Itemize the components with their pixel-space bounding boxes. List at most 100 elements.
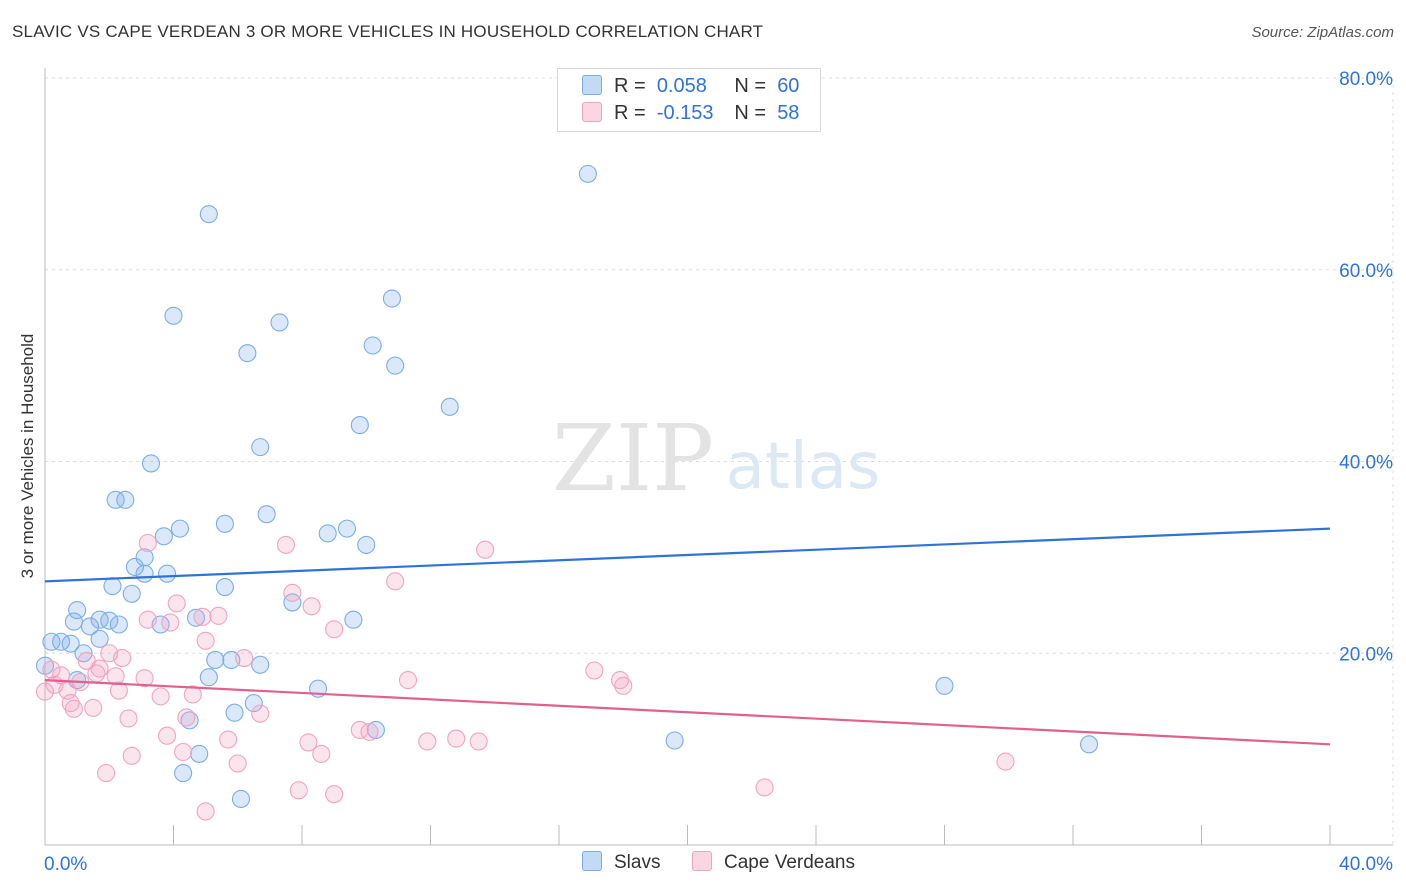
- cape-verdeans-point: [360, 722, 379, 741]
- cape-verdeans-point: [235, 648, 254, 668]
- slavs-point: [141, 454, 161, 473]
- legend-row-cape-verdeans: R = -0.153 N = 58: [582, 102, 799, 126]
- axes: [44, 68, 1393, 846]
- cape-verdeans-point: [119, 709, 138, 728]
- slavs-point: [90, 629, 109, 648]
- slavs-point: [665, 731, 684, 750]
- cape-verdeans-point: [585, 661, 604, 680]
- cape-verdeans-point: [325, 620, 344, 639]
- cape-verdeans-point: [996, 752, 1015, 771]
- cape-verdeans-point: [167, 594, 186, 613]
- x-tick-label: 0.0%: [44, 854, 87, 875]
- cape-verdeans-point: [84, 698, 103, 717]
- cape-verdeans-point: [113, 648, 132, 668]
- slavs-point: [106, 490, 125, 509]
- slavs-point: [135, 564, 154, 583]
- legend: R = 0.058 N = 60 R = -0.153 N = 58: [557, 68, 821, 132]
- slavs-point: [190, 744, 209, 763]
- cape-verdeans-point: [289, 781, 308, 800]
- cape-verdeans-point: [106, 667, 125, 686]
- legend-swatch-slavs: [582, 75, 602, 95]
- trend-lines: [44, 527, 1331, 746]
- slavs-point: [125, 557, 144, 577]
- slavs-point: [215, 578, 234, 597]
- legend-n-label: N =: [734, 102, 767, 124]
- cape-verdeans-trend-line: [44, 678, 1331, 746]
- cape-verdeans-point: [276, 535, 295, 554]
- bottom-legend-slavs: Slavs: [582, 851, 660, 874]
- legend-row-slavs: R = 0.058 N = 60: [582, 75, 799, 99]
- watermark: ZIP atlas: [552, 405, 880, 512]
- cape-verdeans-point: [151, 687, 170, 706]
- slavs-point: [199, 668, 218, 687]
- slavs-point: [318, 524, 337, 543]
- legend-n-label: N =: [734, 75, 767, 97]
- y-axis-label: 3 or more Vehicles in Household: [18, 333, 37, 579]
- slavs-point: [578, 164, 597, 183]
- slavs-point: [170, 519, 189, 538]
- chart-title: SLAVIC VS CAPE VERDEAN 3 OR MORE VEHICLE…: [12, 22, 764, 41]
- cape-verdeans-point: [174, 742, 193, 762]
- cape-verdeans-point: [312, 744, 331, 763]
- cape-verdeans-point: [135, 669, 154, 688]
- slavs-point: [64, 612, 83, 631]
- slavs-point: [164, 306, 183, 325]
- slavs-point: [154, 527, 173, 546]
- slavs-point: [174, 764, 193, 783]
- slavs-point: [357, 535, 376, 554]
- cape-verdeans-point: [302, 597, 321, 616]
- cape-verdeans-point: [35, 682, 55, 701]
- cape-verdeans-point: [122, 746, 141, 765]
- slavs-point: [363, 336, 382, 355]
- slavs-point: [135, 548, 154, 567]
- watermark-zip: ZIP: [552, 405, 714, 512]
- bottom-legend-swatch-slavs: [582, 851, 602, 871]
- cape-verdeans-point: [219, 730, 238, 749]
- legend-swatch-cape-verdeans: [582, 102, 602, 122]
- slavs-point: [257, 505, 276, 524]
- slavs-point: [366, 720, 385, 740]
- slavs-point: [215, 514, 234, 533]
- slavs-point: [283, 593, 302, 612]
- slavs-point: [109, 615, 128, 634]
- slavs-point: [270, 313, 289, 332]
- bottom-legend-cape-verdeans: Cape Verdeans: [692, 851, 855, 874]
- cape-verdeans-point: [418, 732, 437, 751]
- cape-verdeans-point: [161, 613, 180, 632]
- source-label: Source: ZipAtlas.com: [1251, 24, 1394, 41]
- slavs-point: [158, 564, 177, 583]
- slavs-point: [231, 789, 251, 809]
- slavs-point: [225, 703, 244, 722]
- cape-verdeans-point: [209, 606, 228, 625]
- slavs-point: [90, 610, 109, 629]
- slavs-point: [1080, 735, 1099, 754]
- slavs-point: [440, 397, 459, 416]
- cape-verdeans-point: [138, 533, 157, 553]
- cape-verdeans-point: [52, 666, 71, 685]
- slavs-point: [238, 344, 257, 363]
- cape-verdeans-point: [177, 708, 196, 727]
- slavs-point: [100, 611, 119, 630]
- cape-verdeans-point: [299, 733, 318, 752]
- cape-verdeans-point: [325, 785, 344, 804]
- slavs-point: [180, 711, 199, 730]
- bottom-legend-label: Slavs: [614, 852, 661, 873]
- cape-verdeans-point: [138, 610, 157, 629]
- cape-verdeans-point: [158, 726, 177, 745]
- legend-r-value: -0.153: [656, 102, 714, 124]
- cape-verdeans-point: [755, 778, 774, 797]
- legend-r-value: 0.058: [656, 75, 707, 97]
- slavs-point: [386, 356, 405, 375]
- slavs-point: [80, 617, 100, 636]
- cape-verdeans-point: [610, 671, 630, 690]
- cape-verdeans-point: [386, 572, 405, 591]
- slavs-point: [935, 676, 954, 695]
- bottom-legend-label: Cape Verdeans: [724, 852, 855, 873]
- slavs-point: [42, 632, 61, 651]
- cape-verdeans-point: [42, 660, 61, 679]
- cape-verdeans-point: [193, 607, 212, 626]
- legend-r-label: R =: [614, 102, 646, 124]
- data-points: [35, 164, 1099, 821]
- bottom-legend-swatch-cape-verdeans: [692, 851, 712, 871]
- cape-verdeans-point: [109, 681, 128, 700]
